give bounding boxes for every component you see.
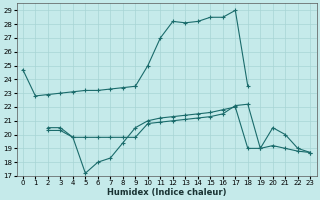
X-axis label: Humidex (Indice chaleur): Humidex (Indice chaleur) [107, 188, 226, 197]
